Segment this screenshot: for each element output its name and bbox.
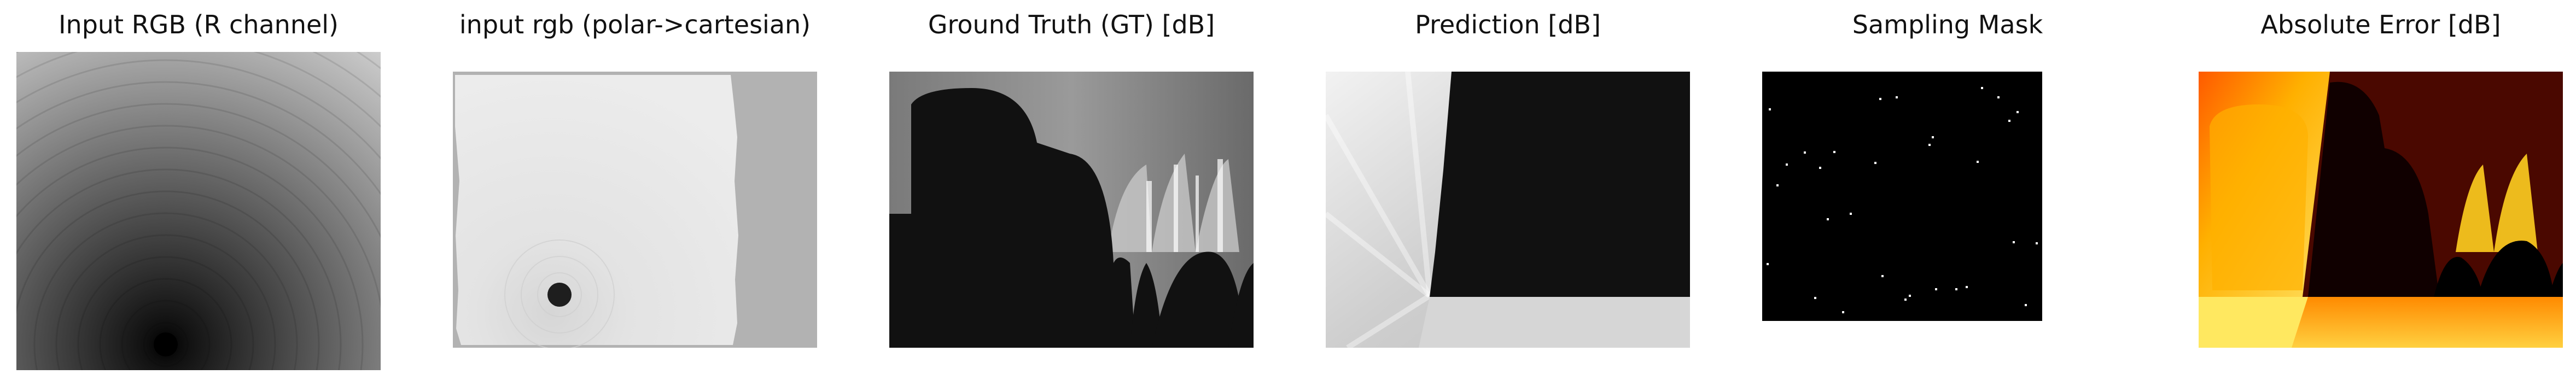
input-rgb-image bbox=[16, 52, 381, 370]
panel-title-input-rgb-cartesian: input rgb (polar->cartesian) bbox=[459, 10, 811, 39]
input-rgb-cartesian-image bbox=[453, 72, 817, 348]
prediction-image bbox=[1326, 72, 1690, 348]
panel-title-sampling-mask: Sampling Mask bbox=[1852, 10, 2043, 39]
ground-truth-image bbox=[889, 72, 1254, 348]
absolute-error-image bbox=[2199, 72, 2563, 348]
panel-title-absolute-error: Absolute Error [dB] bbox=[2260, 10, 2501, 39]
sampling-mask-image bbox=[1762, 72, 2042, 321]
panel-title-input-rgb: Input RGB (R channel) bbox=[58, 10, 339, 39]
panel-title-ground-truth: Ground Truth (GT) [dB] bbox=[928, 10, 1215, 39]
panel-title-prediction: Prediction [dB] bbox=[1415, 10, 1601, 39]
